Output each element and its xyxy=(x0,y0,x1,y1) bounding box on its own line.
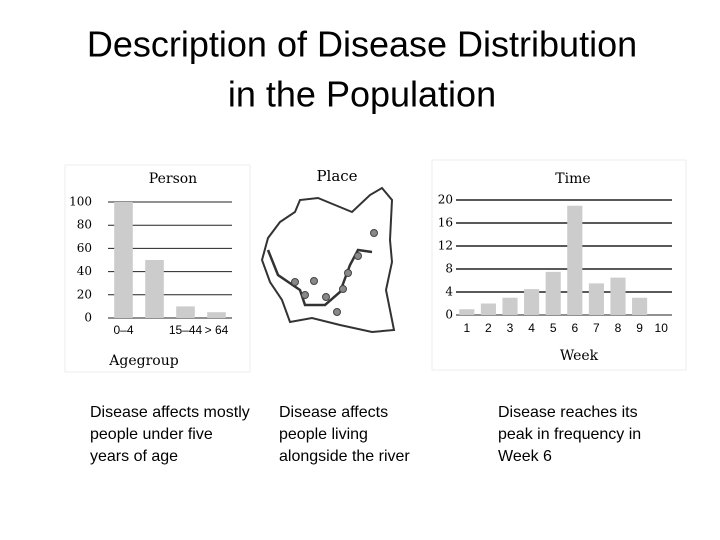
y-tick-label: 60 xyxy=(77,241,92,255)
bar xyxy=(588,283,604,315)
x-tick-label: 3 xyxy=(507,321,514,335)
case-dot xyxy=(310,277,318,285)
bar xyxy=(480,303,496,315)
map-title: Place xyxy=(316,167,357,185)
bar xyxy=(545,271,561,315)
y-tick-label: 8 xyxy=(445,262,453,276)
bar xyxy=(524,289,540,315)
case-dot xyxy=(333,308,341,316)
bar xyxy=(207,312,226,318)
map xyxy=(260,186,396,334)
y-tick-label: 80 xyxy=(77,218,92,232)
bar xyxy=(176,306,195,318)
chart-title: Time xyxy=(555,171,590,187)
bar xyxy=(502,297,518,315)
case-dot xyxy=(354,252,362,260)
bar xyxy=(145,260,164,318)
x-tick-label: 1 xyxy=(463,321,470,335)
y-tick-label: 20 xyxy=(77,287,92,301)
y-tick-label: 4 xyxy=(445,285,453,299)
bar xyxy=(114,202,133,318)
bar xyxy=(610,277,626,315)
x-tick-label: 10 xyxy=(655,321,669,335)
x-tick-label: > 64 xyxy=(205,323,229,337)
x-tick-label: 4 xyxy=(528,321,535,335)
chart-title: Person xyxy=(149,171,197,187)
region-outline xyxy=(260,186,396,334)
y-tick-label: 100 xyxy=(69,195,92,209)
x-tick-label: 6 xyxy=(571,321,578,335)
x-axis-label: Week xyxy=(560,348,599,364)
y-tick-label: 16 xyxy=(438,216,453,230)
x-tick-label: 15–44 xyxy=(169,323,203,337)
cases xyxy=(291,229,378,316)
y-tick-label: 12 xyxy=(438,239,453,253)
x-tick-label: 7 xyxy=(593,321,600,335)
x-tick-label: 0–4 xyxy=(113,323,133,337)
time-panel xyxy=(431,159,687,371)
caption: Disease affects mostly people under five… xyxy=(90,404,250,465)
y-tick-label: 20 xyxy=(438,193,453,207)
bar xyxy=(632,297,648,315)
case-dot xyxy=(301,291,309,299)
title-line: in the Population xyxy=(228,74,496,115)
caption: Disease reaches its peak in frequency in… xyxy=(498,404,642,465)
y-tick-label: 0 xyxy=(84,311,92,325)
caption: Disease affects people living alongside … xyxy=(279,404,410,465)
x-tick-label: 5 xyxy=(550,321,557,335)
case-dot xyxy=(291,278,299,286)
case-dot xyxy=(339,285,347,293)
x-tick-label: 9 xyxy=(636,321,643,335)
y-tick-label: 40 xyxy=(77,264,92,278)
case-dot xyxy=(344,269,352,277)
bar xyxy=(459,309,475,315)
x-axis-label: Agegroup xyxy=(108,353,178,369)
bar xyxy=(567,205,583,315)
case-dot xyxy=(322,293,330,301)
case-dot xyxy=(370,229,378,237)
title-line: Description of Disease Distribution xyxy=(87,24,637,65)
x-tick-label: 8 xyxy=(615,321,622,335)
y-tick-label: 0 xyxy=(445,308,453,322)
x-tick-label: 2 xyxy=(485,321,492,335)
slide: Description of Disease Distribution in t… xyxy=(64,24,687,373)
